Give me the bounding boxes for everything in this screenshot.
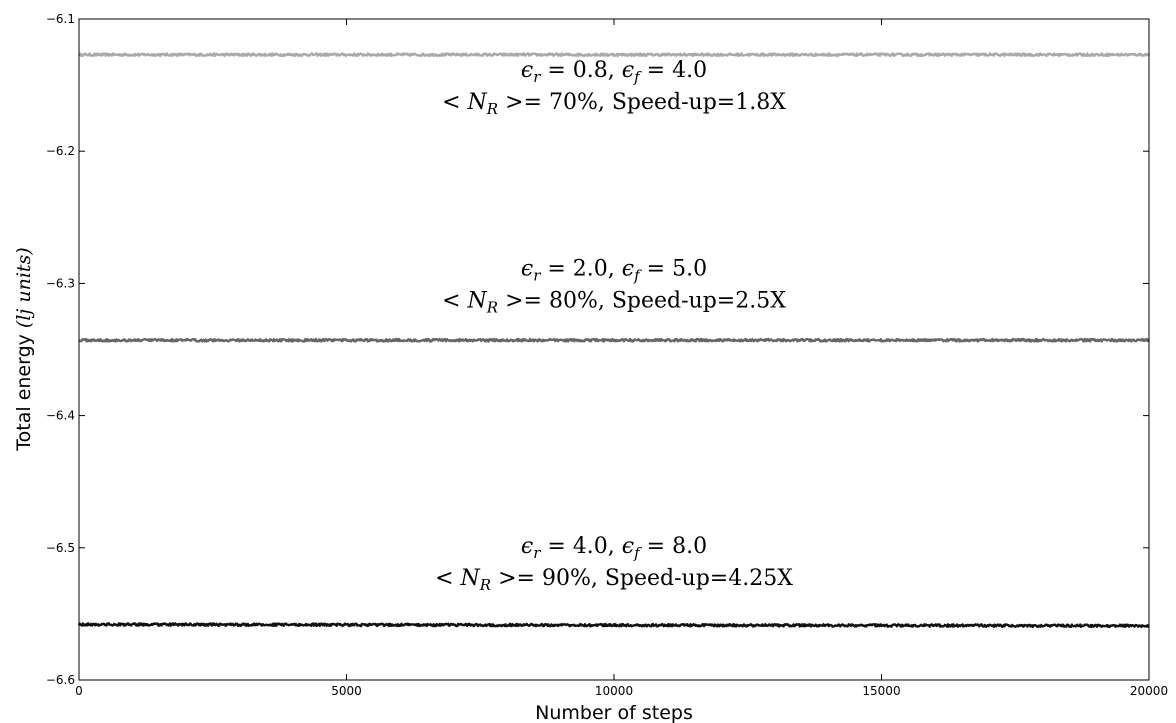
x-tick-label: 10000 <box>595 684 633 698</box>
x-tick-label: 20000 <box>1130 684 1168 698</box>
annotation-stats: < NR >= 80%, Speed-up=2.5X <box>442 288 786 316</box>
annotation-params: ϵr = 0.8, ϵf = 4.0 <box>521 58 707 86</box>
annotation-params: ϵr = 4.0, ϵf = 8.0 <box>521 534 707 562</box>
x-tick-label: 5000 <box>331 684 362 698</box>
series-line <box>78 337 1151 343</box>
series-layer <box>77 52 1151 629</box>
x-tick-label: 0 <box>75 684 83 698</box>
y-tick-label: −6.1 <box>46 12 75 26</box>
series-line <box>77 52 1151 58</box>
y-axis-label: Total energy (lj units) <box>13 247 35 451</box>
x-axis: 0 5000 10000 15000 20000 <box>75 19 1168 698</box>
y-tick-label: −6.3 <box>46 276 75 290</box>
plot-area <box>79 19 1149 680</box>
y-axis: −6.6 −6.5 −6.4 −6.3 −6.2 −6.1 <box>46 12 1149 687</box>
y-tick-label: −6.2 <box>46 144 75 158</box>
series-line <box>77 622 1150 629</box>
annotation-layer: ϵr = 0.8, ϵf = 4.0 < NR >= 70%, Speed-up=… <box>435 58 793 594</box>
y-axis-label-unit: (lj units) <box>13 247 35 328</box>
x-tick-label: 15000 <box>862 684 900 698</box>
x-axis-label: Number of steps <box>535 702 693 723</box>
series-annotation: ϵr = 0.8, ϵf = 4.0 < NR >= 70%, Speed-up=… <box>442 58 786 118</box>
series-annotation: ϵr = 2.0, ϵf = 5.0 < NR >= 80%, Speed-up=… <box>442 256 786 316</box>
y-axis-label-main: Total energy <box>13 334 35 452</box>
annotation-params: ϵr = 2.0, ϵf = 5.0 <box>521 256 707 284</box>
annotation-stats: < NR >= 90%, Speed-up=4.25X <box>435 566 793 594</box>
y-tick-label: −6.4 <box>46 409 75 423</box>
annotation-stats: < NR >= 70%, Speed-up=1.8X <box>442 90 786 118</box>
series-annotation: ϵr = 4.0, ϵf = 8.0 < NR >= 90%, Speed-up=… <box>435 534 793 594</box>
y-tick-label: −6.6 <box>46 673 75 687</box>
y-tick-label: −6.5 <box>46 541 75 555</box>
